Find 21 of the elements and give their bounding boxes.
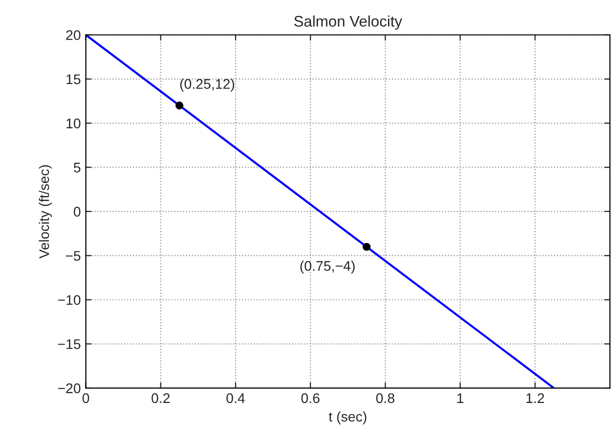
annotation: (0.75,−4) [300, 260, 355, 274]
annotation: (0.25,12) [180, 78, 234, 92]
x-tick-label: 0 [82, 393, 90, 404]
y-tick-label: −20 [58, 383, 80, 394]
y-tick-label: −5 [66, 251, 80, 261]
chart-title: Salmon Velocity [294, 15, 402, 30]
x-tick-label: 1 [457, 393, 464, 403]
x-tick-label: 0.6 [301, 393, 320, 404]
x-tick-label: 0.4 [226, 393, 245, 404]
y-tick-label: 20 [66, 30, 80, 40]
y-tick-label: 0 [74, 206, 80, 217]
x-tick-label: 0.2 [152, 393, 170, 404]
y-tick-label: −15 [58, 339, 80, 350]
y-tick-label: 10 [66, 118, 80, 128]
y-tick-label: 5 [74, 162, 80, 172]
y-tick-label: 15 [66, 74, 80, 84]
y-axis-title: Velocity (ft/sec) [38, 165, 52, 258]
x-tick-label: 0.8 [376, 393, 394, 404]
x-axis-title: t (sec) [328, 411, 366, 424]
y-tick-label: −10 [58, 295, 80, 305]
x-tick-label: 1.2 [526, 393, 544, 403]
